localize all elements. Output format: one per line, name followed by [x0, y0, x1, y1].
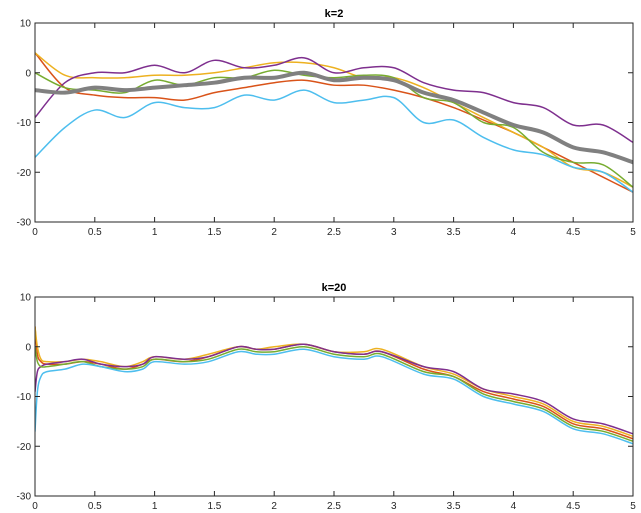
- x-tick-label: 0: [32, 227, 38, 238]
- axes-box: [34, 22, 634, 223]
- chart-panel-k2: k=2 0 0.5 1 1.5 2 2.5 3 3.5 4 4.5 5 10 0 -10 -20 -30: [17, 8, 637, 238]
- series-line-1: [35, 52, 633, 193]
- y-tick-label: 0: [25, 68, 31, 79]
- x-tick-label: 2.5: [327, 501, 341, 512]
- series-line-5: [35, 348, 633, 445]
- x-tick-label: 5: [630, 501, 636, 512]
- y-tick-label: -10: [17, 392, 32, 403]
- series-group: [35, 326, 633, 445]
- x-tick-label: 0: [32, 501, 38, 512]
- x-tick-label: 2: [271, 227, 277, 238]
- series-line-6: [35, 70, 633, 165]
- x-tick-label: 1: [152, 501, 158, 512]
- y-tick-label: 10: [20, 293, 32, 304]
- x-tick-label: 3.5: [447, 501, 461, 512]
- x-tick-label: 0.5: [88, 501, 102, 512]
- series-line-2: [35, 52, 633, 188]
- axes-box: [34, 296, 634, 497]
- chart-panel-k20: k=20 0 0.5 1 1.5 2 2.5 3 3.5 4 4.5 5 10 0 -10 -20 -30: [17, 282, 637, 512]
- y-tick-label: -10: [17, 118, 32, 129]
- y-tick-label: -30: [17, 492, 32, 503]
- x-tick-label: 3.5: [447, 227, 461, 238]
- x-tick-label: 0.5: [88, 227, 102, 238]
- x-tick-label: 4: [511, 501, 517, 512]
- x-tick-label: 4.5: [566, 227, 580, 238]
- series-line-3: [35, 343, 633, 435]
- y-tick-label: -30: [17, 218, 32, 229]
- x-tick-label: 3: [391, 501, 397, 512]
- x-tick-label: 1.5: [207, 227, 221, 238]
- y-tick-label: 10: [20, 19, 32, 30]
- x-tick-label: 5: [630, 227, 636, 238]
- y-tick-label: 0: [25, 342, 31, 353]
- series-line-2: [35, 326, 633, 438]
- x-tick-label: 2: [271, 501, 277, 512]
- series-line-4: [35, 345, 633, 443]
- x-tick-label: 4.5: [566, 501, 580, 512]
- series-line-3: [35, 56, 633, 144]
- y-tick-label: -20: [17, 168, 32, 179]
- chart-title: k=2: [325, 8, 344, 20]
- x-tick-label: 1: [152, 227, 158, 238]
- x-tick-label: 3: [391, 227, 397, 238]
- x-tick-label: 1.5: [207, 501, 221, 512]
- series-line-1: [35, 326, 633, 440]
- x-tick-label: 4: [511, 227, 517, 238]
- series-line-5: [35, 89, 633, 193]
- x-tick-label: 2.5: [327, 227, 341, 238]
- series-line-4: [35, 69, 633, 188]
- series-group: [35, 52, 633, 193]
- chart-title: k=20: [322, 282, 347, 294]
- y-tick-label: -20: [17, 442, 32, 453]
